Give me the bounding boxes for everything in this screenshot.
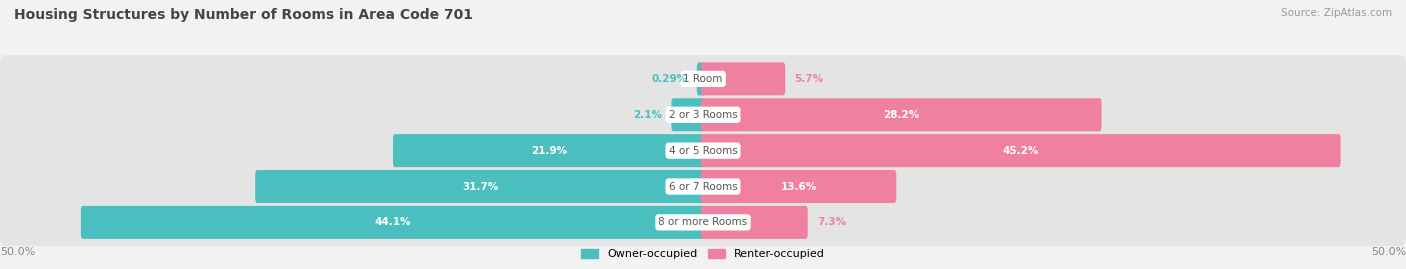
FancyBboxPatch shape <box>0 55 1406 102</box>
FancyBboxPatch shape <box>0 127 1406 174</box>
Text: 50.0%: 50.0% <box>0 247 35 257</box>
Text: 31.7%: 31.7% <box>463 182 498 192</box>
FancyBboxPatch shape <box>672 98 706 131</box>
FancyBboxPatch shape <box>700 206 807 239</box>
Text: 4 or 5 Rooms: 4 or 5 Rooms <box>669 146 737 156</box>
Text: 2.1%: 2.1% <box>633 110 662 120</box>
Text: 13.6%: 13.6% <box>780 182 817 192</box>
Text: Source: ZipAtlas.com: Source: ZipAtlas.com <box>1281 8 1392 18</box>
FancyBboxPatch shape <box>700 170 897 203</box>
Text: 44.1%: 44.1% <box>375 217 411 227</box>
Legend: Owner-occupied, Renter-occupied: Owner-occupied, Renter-occupied <box>576 244 830 263</box>
FancyBboxPatch shape <box>394 134 706 167</box>
FancyBboxPatch shape <box>256 170 706 203</box>
Text: 1 Room: 1 Room <box>683 74 723 84</box>
Text: 28.2%: 28.2% <box>883 110 920 120</box>
Text: 45.2%: 45.2% <box>1002 146 1039 156</box>
Text: 7.3%: 7.3% <box>817 217 846 227</box>
FancyBboxPatch shape <box>697 62 706 95</box>
Text: 50.0%: 50.0% <box>1371 247 1406 257</box>
FancyBboxPatch shape <box>0 199 1406 246</box>
FancyBboxPatch shape <box>700 98 1102 131</box>
FancyBboxPatch shape <box>0 91 1406 139</box>
Text: 0.29%: 0.29% <box>651 74 688 84</box>
Text: 6 or 7 Rooms: 6 or 7 Rooms <box>669 182 737 192</box>
Text: 21.9%: 21.9% <box>531 146 567 156</box>
Text: 2 or 3 Rooms: 2 or 3 Rooms <box>669 110 737 120</box>
Text: 8 or more Rooms: 8 or more Rooms <box>658 217 748 227</box>
Text: Housing Structures by Number of Rooms in Area Code 701: Housing Structures by Number of Rooms in… <box>14 8 472 22</box>
FancyBboxPatch shape <box>700 134 1341 167</box>
FancyBboxPatch shape <box>0 163 1406 210</box>
FancyBboxPatch shape <box>700 62 785 95</box>
Text: 5.7%: 5.7% <box>794 74 824 84</box>
FancyBboxPatch shape <box>82 206 704 239</box>
